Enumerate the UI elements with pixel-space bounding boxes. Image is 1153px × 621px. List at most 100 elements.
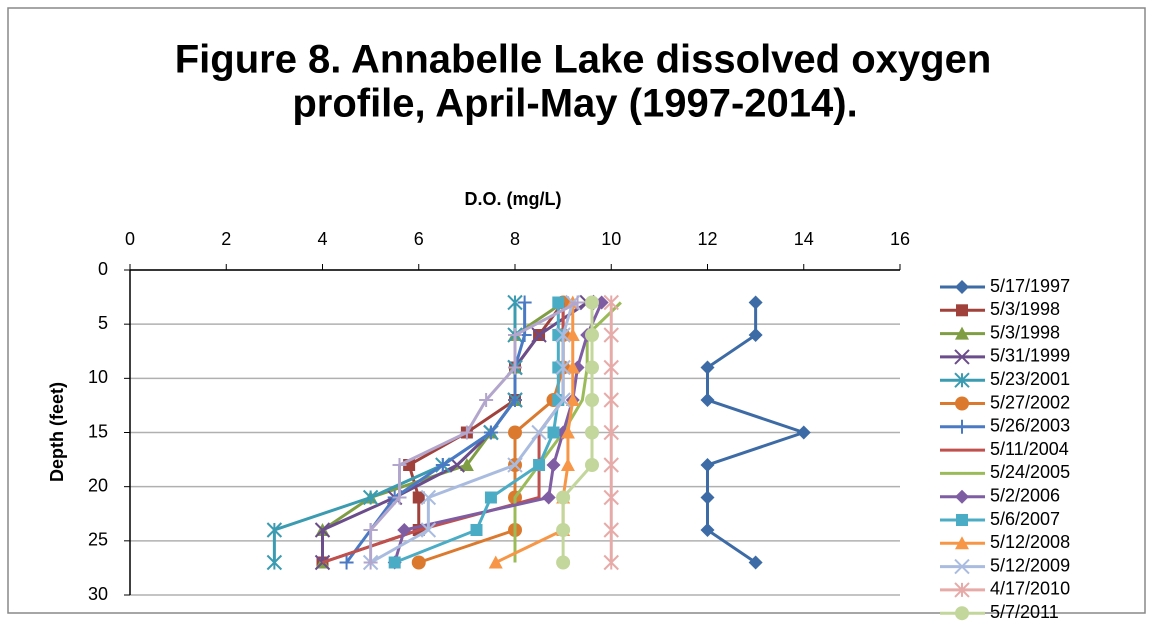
legend-label: 5/7/2011 [990,602,1059,621]
marker [700,393,715,407]
marker [363,523,378,537]
y-tick-label: 30 [88,584,108,604]
marker [388,556,401,569]
marker [570,295,585,310]
marker [483,425,498,440]
marker [603,554,619,571]
marker [700,458,715,472]
marker [392,490,407,505]
marker [411,555,426,570]
marker [585,328,599,342]
marker [507,457,523,473]
marker [585,458,599,472]
legend-label: 5/27/2002 [990,392,1070,412]
marker [585,393,599,407]
y-axis-label: Depth (feet) [47,382,67,482]
legend-label: 5/31/1999 [990,346,1070,366]
marker [547,426,560,439]
marker [362,489,379,506]
x-tick-label: 10 [601,229,621,249]
marker [555,392,571,408]
marker [954,372,970,388]
x-tick-label: 12 [697,229,717,249]
chart-title: profile, April-May (1997-2014). [292,82,857,126]
legend-label: 5/3/1998 [990,322,1060,342]
marker [479,393,494,407]
marker [700,523,715,537]
marker [533,459,546,471]
marker [594,295,609,310]
marker [541,490,556,505]
marker [955,396,969,411]
marker [603,359,619,376]
marker [748,555,763,570]
legend-label: 5/24/2005 [990,462,1070,482]
y-tick-label: 0 [98,259,108,279]
marker [565,360,580,374]
marker [603,392,619,408]
marker [954,558,970,575]
legend-label: 5/23/2001 [990,369,1070,389]
y-tick-label: 10 [88,367,108,387]
y-tick-label: 15 [88,421,108,441]
marker [484,491,497,504]
marker [603,424,619,441]
marker [955,326,969,340]
marker [603,327,619,343]
marker [339,555,354,570]
marker [449,457,465,473]
legend-label: 5/11/2004 [990,439,1069,459]
x-tick-label: 2 [221,229,231,249]
marker [531,327,547,343]
x-tick-label: 14 [794,229,814,249]
marker [955,489,969,504]
marker [556,555,571,570]
marker [700,360,715,375]
marker [700,490,715,505]
marker [314,522,331,538]
marker [552,296,565,309]
marker [560,425,575,439]
marker [796,425,811,440]
marker [420,489,437,506]
x-tick-label: 8 [510,229,520,249]
marker [488,555,503,569]
marker [517,295,532,310]
marker [603,294,619,311]
marker [266,554,283,571]
x-tick-label: 16 [890,229,910,249]
marker [420,522,437,538]
marker [508,425,522,440]
marker [397,523,412,537]
marker [459,425,474,440]
x-tick-label: 6 [414,229,424,249]
marker [955,606,969,621]
legend-label: 4/17/2010 [990,579,1070,599]
marker [266,522,283,538]
legend-label: 5/26/2003 [990,416,1070,436]
marker [459,458,474,471]
legend-label: 5/12/2008 [990,532,1070,552]
marker [603,522,619,538]
x-axis-label: D.O. (mg/L) [465,189,562,209]
marker [585,425,599,440]
legend-label: 5/12/2009 [990,555,1070,575]
marker [470,524,483,536]
marker [556,523,571,537]
y-tick-label: 25 [88,530,108,550]
legend-label: 5/17/1997 [990,276,1070,296]
marker [392,458,407,472]
marker [955,419,969,434]
legend-label: 5/3/1998 [990,299,1060,319]
legend-label: 5/6/2007 [990,509,1060,529]
legend-label: 5/2/2006 [990,485,1060,505]
marker [585,360,599,375]
marker [560,458,575,471]
marker [508,393,522,407]
marker [565,328,580,341]
marker [435,458,450,472]
marker [565,393,580,406]
marker [603,489,619,506]
